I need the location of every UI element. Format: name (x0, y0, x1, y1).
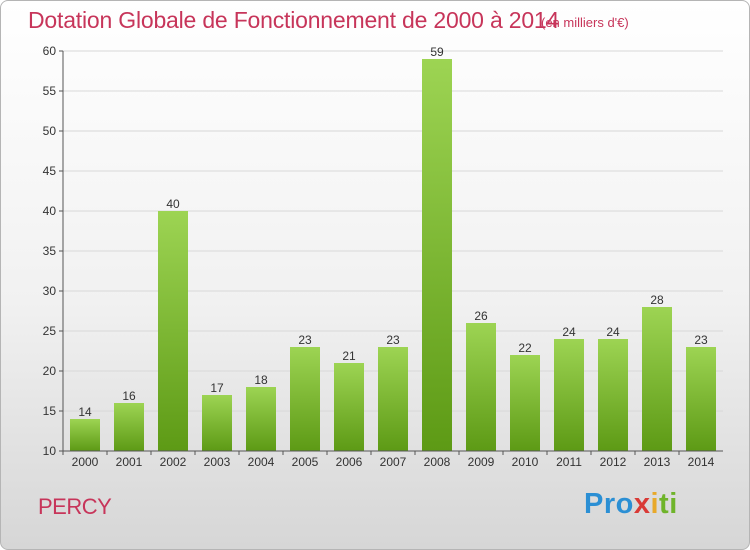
x-tick-label: 2013 (644, 455, 671, 469)
data-label: 16 (122, 389, 136, 403)
x-tick-label: 2011 (556, 455, 582, 469)
x-tick-label: 2000 (72, 455, 99, 469)
bar (334, 363, 364, 451)
bar (554, 339, 584, 451)
y-tick-label: 45 (43, 164, 57, 178)
x-tick-label: 2008 (424, 455, 451, 469)
axes-layer: 10 15 20 25 30 35 40 45 50 55 60 2000 2001 2002 2003 20… (43, 44, 723, 469)
logo-part-3: i (650, 488, 660, 520)
y-tick-label: 60 (43, 44, 57, 58)
data-label: 28 (650, 293, 664, 307)
commune-name: PERCY (38, 494, 112, 519)
data-label: 26 (474, 309, 488, 323)
bar (202, 395, 232, 451)
bar (510, 355, 540, 451)
bar (686, 347, 716, 451)
data-label: 23 (386, 333, 400, 347)
data-label: 23 (298, 333, 312, 347)
data-label: 21 (342, 349, 356, 363)
bar (466, 323, 496, 451)
x-tick-label: 2010 (512, 455, 539, 469)
proxiti-logo[interactable]: Proxiti (584, 488, 678, 521)
x-tick-label: 2002 (160, 455, 187, 469)
y-tick-label: 30 (43, 284, 57, 298)
y-tick-label: 50 (43, 124, 57, 138)
x-tick-label: 2001 (116, 455, 143, 469)
y-tick-label: 55 (43, 84, 57, 98)
x-tick-label: 2005 (292, 455, 319, 469)
bar (114, 403, 144, 451)
logo-part-4: ti (659, 488, 678, 520)
unit-label: (en milliers d'€) (541, 15, 629, 30)
x-tick-label: 2004 (248, 455, 275, 469)
bar (290, 347, 320, 451)
x-tick-label: 2009 (468, 455, 495, 469)
y-tick-label: 25 (43, 324, 57, 338)
bar (70, 419, 100, 451)
y-tick-label: 35 (43, 244, 57, 258)
y-tick-label: 20 (43, 364, 57, 378)
data-label: 40 (166, 197, 180, 211)
logo-part-2: x (633, 488, 651, 520)
data-label: 14 (78, 405, 92, 419)
bar (378, 347, 408, 451)
data-label: 24 (606, 325, 620, 339)
data-label: 59 (430, 45, 444, 59)
data-label: 22 (518, 341, 532, 355)
y-tick-label: 15 (43, 404, 57, 418)
data-label: 18 (254, 373, 268, 387)
bars-layer: 14 16 40 17 18 23 21 23 59 26 22 24 24 28 23 (70, 45, 716, 451)
data-label: 24 (562, 325, 576, 339)
data-label: 23 (694, 333, 708, 347)
x-tick-label: 2014 (688, 455, 715, 469)
chart-title: Dotation Globale de Fonctionnement de 20… (28, 7, 560, 33)
x-tick-label: 2012 (600, 455, 627, 469)
y-tick-label: 40 (43, 204, 57, 218)
bar (642, 307, 672, 451)
x-tick-label: 2006 (336, 455, 363, 469)
x-tick-label: 2007 (380, 455, 407, 469)
y-tick-label: 10 (43, 444, 57, 458)
bar (158, 211, 188, 451)
bar (422, 59, 452, 451)
bar (598, 339, 628, 451)
data-label: 17 (210, 381, 224, 395)
bar (246, 387, 276, 451)
x-tick-label: 2003 (204, 455, 231, 469)
logo-part-1: Pro (584, 488, 634, 520)
